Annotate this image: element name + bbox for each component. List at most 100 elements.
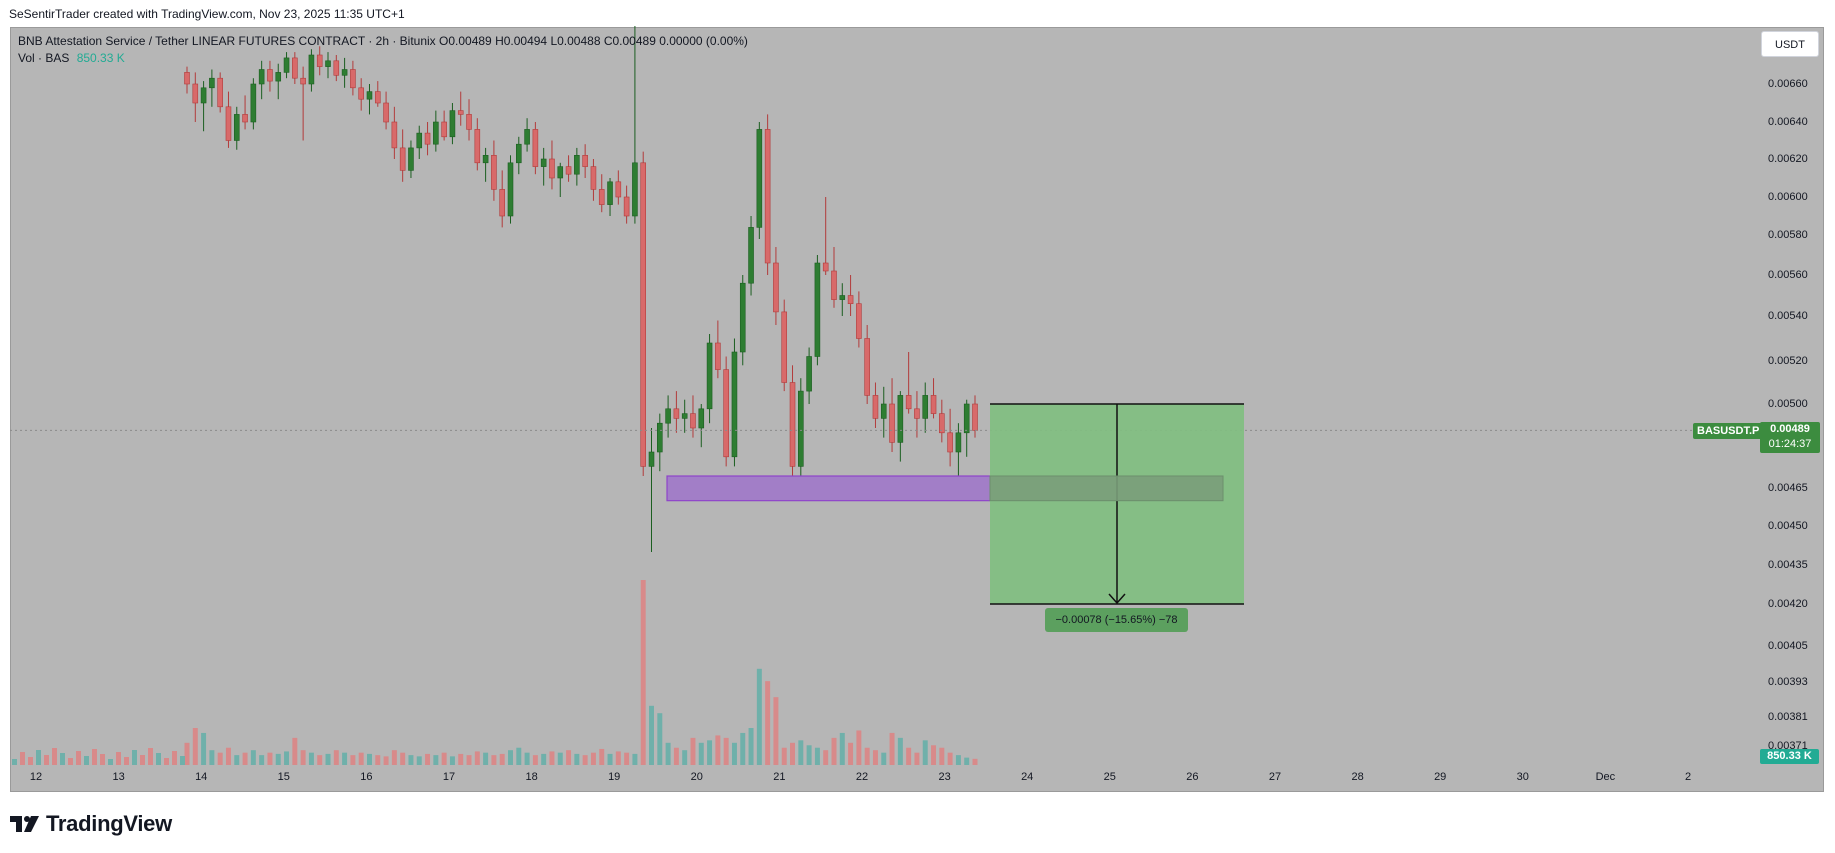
candle-body <box>798 390 804 467</box>
candle-body <box>856 303 862 339</box>
candle-body <box>209 77 215 89</box>
candle-body <box>491 155 497 190</box>
price-tick-label: 0.00620 <box>1768 153 1808 165</box>
measure-label[interactable]: −0.00078 (−15.65%) −78 <box>1045 608 1188 632</box>
volume-bar <box>665 742 671 765</box>
price-tick-label: 0.00500 <box>1768 398 1808 410</box>
candle-body <box>598 189 605 205</box>
volume-bar <box>124 757 129 765</box>
candle-body <box>532 129 539 167</box>
candle-body <box>880 403 887 419</box>
volume-bar <box>582 755 588 765</box>
volume-bar <box>881 752 887 765</box>
volume-bar <box>790 742 796 765</box>
candle-body <box>316 54 323 67</box>
candle-body <box>507 162 514 217</box>
candle-body <box>905 395 912 410</box>
volume-bar <box>408 755 414 765</box>
volume-bar <box>773 697 779 765</box>
volume-bar <box>607 753 613 765</box>
volume-bar <box>914 752 920 765</box>
price-tick-label: 0.00393 <box>1768 676 1808 688</box>
candle-body <box>698 408 705 429</box>
volume-bar <box>180 756 185 765</box>
volume-bar <box>449 756 455 765</box>
candle-body <box>267 69 273 82</box>
volume-bar <box>599 748 605 765</box>
volume-bar <box>632 753 638 765</box>
volume-bar <box>889 732 895 765</box>
volume-bar <box>284 751 290 765</box>
chart-caption: SeSentirTrader created with TradingView.… <box>9 7 405 21</box>
volume-bar <box>267 752 273 765</box>
volume-bar <box>36 750 41 765</box>
volume-bar <box>100 754 105 765</box>
candle-body <box>839 295 846 300</box>
volume-bar <box>590 752 596 765</box>
volume-bar <box>466 755 472 765</box>
volume-bar <box>740 732 746 765</box>
tradingview-logo[interactable]: TradingView <box>10 811 172 837</box>
candle-body <box>516 143 522 164</box>
volume-bar <box>68 758 73 765</box>
volume-bar <box>939 747 945 765</box>
volume-bar <box>765 681 771 765</box>
candle-body <box>449 110 456 138</box>
volume-bar <box>164 758 169 765</box>
candle-body <box>565 166 572 175</box>
volume-bar <box>508 750 513 765</box>
candle-body <box>690 413 696 429</box>
volume-bar <box>698 742 704 765</box>
volume-bar <box>756 668 762 765</box>
volume-bar <box>748 728 754 765</box>
date-tick-label: 29 <box>1434 771 1447 783</box>
volume-bar <box>184 742 190 765</box>
last-price: 0.00489 <box>1770 423 1810 435</box>
price-tick-label: 0.00660 <box>1768 78 1808 90</box>
bar-countdown: 01:24:37 <box>1768 438 1812 450</box>
candle-body <box>739 282 746 353</box>
volume-bar <box>308 752 314 765</box>
volume-bar <box>52 748 57 765</box>
volume-bar <box>292 737 298 765</box>
volume-bar <box>132 750 137 765</box>
candle-body <box>615 181 622 198</box>
volume-bar <box>955 755 961 765</box>
candle-body <box>814 262 821 357</box>
volume-bar <box>333 750 339 765</box>
candle-body <box>640 162 646 467</box>
volume-bar <box>781 747 787 765</box>
volume-bar <box>897 737 903 765</box>
currency-button[interactable]: USDT <box>1761 31 1819 57</box>
candle-body <box>773 262 779 313</box>
volume-bar <box>972 758 978 765</box>
volume-bar <box>549 751 555 765</box>
volume-bar <box>217 752 223 765</box>
candle-body <box>242 114 248 123</box>
volume-bar <box>823 750 829 765</box>
volume-bar <box>300 750 306 765</box>
candle-body <box>482 155 489 164</box>
price-tick-label: 0.00520 <box>1768 355 1808 367</box>
price-tick-label: 0.00640 <box>1768 116 1808 128</box>
volume-bar <box>44 755 49 765</box>
candle-body <box>764 129 771 264</box>
candle-body <box>557 166 564 179</box>
candle-body <box>416 132 423 149</box>
volume-bar <box>242 752 248 765</box>
candle-body <box>549 158 555 179</box>
candle-body <box>250 83 257 123</box>
date-tick-label: 20 <box>690 771 703 783</box>
candle-body <box>233 114 240 141</box>
support-zone-overlap <box>989 475 1224 502</box>
candle-body <box>184 72 190 85</box>
volume-bar <box>12 759 17 765</box>
candle-body <box>358 87 364 100</box>
candle-body <box>333 60 340 76</box>
volume-bar <box>856 730 862 765</box>
volume-bar <box>391 750 397 765</box>
volume-bar <box>148 748 153 765</box>
date-tick-label: 14 <box>195 771 208 783</box>
price-tick-label: 0.00450 <box>1768 520 1808 532</box>
